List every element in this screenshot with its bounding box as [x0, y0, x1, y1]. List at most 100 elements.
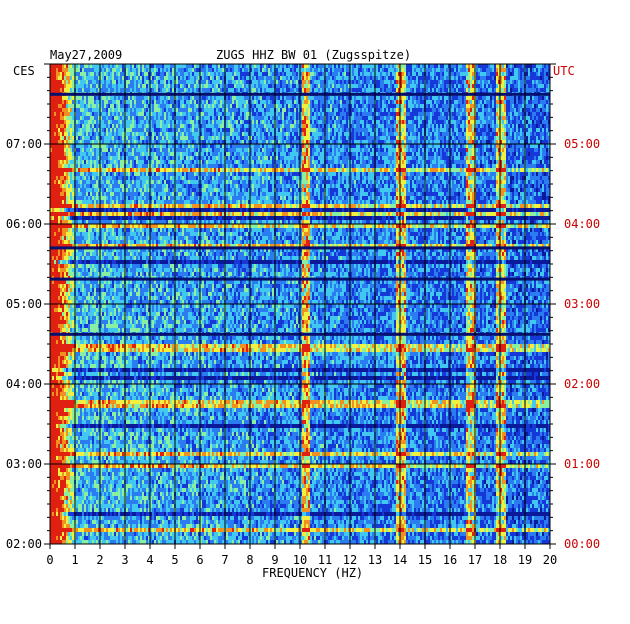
heatmap-cell	[120, 144, 122, 148]
heatmap-cell	[470, 64, 472, 68]
heatmap-cell	[354, 80, 356, 84]
heatmap-cell	[456, 124, 458, 128]
heatmap-cell	[396, 140, 398, 144]
heatmap-cell	[262, 132, 264, 136]
heatmap-cell	[258, 72, 260, 76]
heatmap-cell	[412, 72, 414, 76]
heatmap-cell	[208, 100, 210, 104]
heatmap-cell	[380, 84, 382, 88]
heatmap-cell	[328, 132, 330, 136]
heatmap-cell	[112, 104, 114, 108]
heatmap-cell	[86, 140, 88, 144]
heatmap-cell	[368, 116, 370, 120]
heatmap-cell	[160, 72, 162, 76]
heatmap-cell	[316, 120, 318, 124]
heatmap-cell	[484, 80, 486, 84]
heatmap-cell	[386, 128, 388, 132]
heatmap-cell	[306, 128, 308, 132]
heatmap-cell	[546, 76, 548, 80]
heatmap-cell	[340, 80, 342, 84]
heatmap-cell	[186, 140, 188, 144]
heatmap-cell	[414, 120, 416, 124]
heatmap-cell	[496, 76, 498, 80]
heatmap-cell	[120, 140, 122, 144]
heatmap-cell	[338, 68, 340, 72]
heatmap-cell	[144, 100, 146, 104]
heatmap-cell	[90, 112, 92, 116]
heatmap-cell	[544, 100, 546, 104]
heatmap-cell	[272, 64, 274, 68]
heatmap-cell	[396, 64, 398, 68]
heatmap-cell	[110, 140, 112, 144]
heatmap-cell	[360, 112, 362, 116]
heatmap-cell	[146, 96, 148, 100]
heatmap-cell	[68, 128, 70, 132]
heatmap-cell	[406, 88, 408, 92]
heatmap-cell	[144, 72, 146, 76]
heatmap-cell	[268, 112, 270, 116]
heatmap-cell	[408, 116, 410, 120]
heatmap-cell	[282, 96, 284, 100]
heatmap-cell	[60, 132, 62, 136]
heatmap-cell	[162, 104, 164, 108]
heatmap-cell	[212, 100, 214, 104]
heatmap-cell	[158, 124, 160, 128]
heatmap-cell	[356, 112, 358, 116]
heatmap-cell	[92, 116, 94, 120]
heatmap-cell	[314, 132, 316, 136]
heatmap-cell	[288, 136, 290, 140]
heatmap-cell	[126, 112, 128, 116]
heatmap-cell	[508, 72, 510, 76]
heatmap-cell	[146, 88, 148, 92]
heatmap-cell	[138, 100, 140, 104]
heatmap-cell	[216, 108, 218, 112]
heatmap-cell	[134, 136, 136, 140]
heatmap-cell	[354, 112, 356, 116]
heatmap-cell	[208, 116, 210, 120]
heatmap-cell	[288, 132, 290, 136]
heatmap-cell	[496, 108, 498, 112]
heatmap-cell	[56, 88, 58, 92]
heatmap-cell	[484, 96, 486, 100]
heatmap-cell	[284, 140, 286, 144]
heatmap-cell	[396, 120, 398, 124]
heatmap-cell	[58, 108, 60, 112]
heatmap-cell	[404, 68, 406, 72]
heatmap-cell	[496, 116, 498, 120]
heatmap-cell	[264, 68, 266, 72]
heatmap-cell	[486, 108, 488, 112]
heatmap-cell	[144, 68, 146, 72]
heatmap-cell	[546, 108, 548, 112]
station-title: ZUGS HHZ BW 01 (Zugsspitze)	[216, 48, 411, 62]
heatmap-cell	[438, 88, 440, 92]
heatmap-cell	[544, 80, 546, 84]
heatmap-cell	[540, 116, 542, 120]
heatmap-cell	[170, 64, 172, 68]
heatmap-cell	[446, 76, 448, 80]
heatmap-cell	[372, 112, 374, 116]
heatmap-cell	[84, 112, 86, 116]
heatmap-cell	[344, 96, 346, 100]
heatmap-cell	[440, 64, 442, 68]
heatmap-cell	[94, 84, 96, 88]
heatmap-cell	[96, 100, 98, 104]
heatmap-cell	[236, 96, 238, 100]
heatmap-cell	[78, 144, 80, 148]
heatmap-cell	[90, 144, 92, 148]
heatmap-cell	[432, 120, 434, 124]
heatmap-cell	[60, 124, 62, 128]
heatmap-cell	[468, 76, 470, 80]
heatmap-cell	[468, 132, 470, 136]
heatmap-cell	[70, 96, 72, 100]
heatmap-cell	[518, 72, 520, 76]
heatmap-cell	[442, 64, 444, 68]
heatmap-cell	[454, 80, 456, 84]
heatmap-cell	[454, 108, 456, 112]
heatmap-cell	[182, 76, 184, 80]
heatmap-cell	[64, 72, 66, 76]
heatmap-cell	[244, 76, 246, 80]
heatmap-cell	[526, 128, 528, 132]
heatmap-cell	[266, 140, 268, 144]
heatmap-cell	[90, 88, 92, 92]
heatmap-cell	[192, 108, 194, 112]
